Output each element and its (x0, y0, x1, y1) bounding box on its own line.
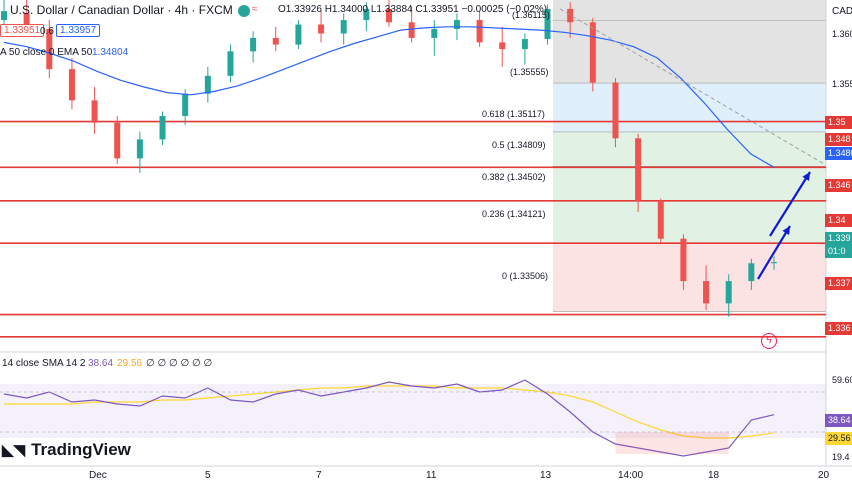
rsi-ma-value: 29.56 (117, 358, 143, 369)
rsi-band (0, 384, 826, 438)
candle-body (159, 116, 166, 140)
level-price-label: 1.35 (825, 116, 852, 129)
price-tick: 1.360 (832, 29, 852, 39)
candle-body (771, 262, 777, 264)
time-tick: 5 (205, 470, 211, 481)
candle-body (408, 22, 415, 38)
time-tick: 7 (316, 470, 322, 481)
candle-body (748, 263, 755, 282)
fib-zone (553, 243, 826, 312)
candle-body (499, 42, 506, 50)
candle-body (703, 281, 710, 304)
fib-label-0382: 0.382 (1.34502) (482, 172, 546, 182)
ema-line (3, 26, 775, 168)
fib-label-0618: 0.618 (1.35117) (482, 109, 545, 119)
candle-body (386, 8, 392, 23)
candle-body (635, 138, 642, 201)
candle-body (114, 122, 121, 159)
rsi-label[interactable]: 14 close SMA 14 2 (2, 358, 86, 369)
fib-label-top: (1.36115) (512, 10, 550, 20)
rsi-empty-values: ∅ ∅ ∅ ∅ ∅ ∅ (146, 358, 213, 369)
time-tick: 18 (708, 470, 720, 481)
candle-body (567, 8, 574, 23)
candle-body (46, 29, 53, 70)
arrow-head (782, 226, 790, 235)
fib-label-0236: 0.236 (1.34121) (482, 209, 546, 219)
level-price-label: 1.34 (825, 214, 852, 227)
level-price-label: 1.346 (825, 179, 852, 192)
candle-body (340, 20, 347, 34)
level-price-label: 1.336 (825, 322, 852, 335)
arrow-shaft (769, 171, 811, 237)
ema-price-label: 1.34804 (825, 147, 852, 160)
lightning-icon[interactable]: ϟ (761, 333, 777, 349)
rsi-current-label: 38.64 (825, 414, 852, 427)
rsi-tick: 19.4 (832, 452, 850, 462)
candle-body (295, 24, 302, 45)
arrow-shaft (757, 225, 791, 280)
candle-body (68, 69, 75, 101)
ema-indicator-label[interactable]: A 50 close 0 EMA 50 (0, 47, 93, 58)
market-open-icon (238, 5, 250, 17)
candle-body (318, 24, 325, 34)
ema-indicator-value: 1.34804 (92, 47, 129, 58)
brand-name: TradingView (31, 440, 131, 459)
candle-body (182, 93, 189, 116)
candle-body (250, 37, 257, 52)
candle-body (23, 13, 30, 29)
fib-zone (553, 131, 826, 244)
time-tick: Dec (89, 470, 107, 481)
eye-icon[interactable]: ≈ (252, 4, 258, 15)
arrow-head (802, 172, 810, 181)
candle-body (91, 100, 98, 123)
candle-body (227, 51, 234, 76)
fib-label-0: 0 (1.33506) (502, 271, 549, 281)
rsi-oversold-fill (615, 432, 729, 454)
candle-body (657, 200, 664, 239)
rsi-ma-line (4, 385, 775, 439)
ask-price[interactable]: 1.33957 (56, 24, 101, 37)
fib-zone (553, 0, 826, 84)
candle-body (521, 39, 528, 50)
price-tick: 1.355 (832, 79, 852, 89)
level-price-label: 1.348 (825, 133, 852, 146)
candle-body (204, 75, 211, 94)
candle-body (431, 29, 438, 38)
level-price-label: 1.337 (825, 277, 852, 290)
fib-label-05: 0.5 (1.34809) (492, 140, 546, 150)
rsi-tick: 59.60 (832, 375, 852, 385)
rsi-ma-current-label: 29.56 (825, 432, 852, 445)
countdown-label: 01:0 (825, 245, 852, 258)
tradingview-logo-icon: ◣◥ (2, 442, 26, 459)
current-price-label: 1.339 (825, 232, 852, 245)
candle-body (363, 8, 370, 21)
candle-body (136, 139, 143, 159)
bid-price[interactable]: 1.33951 (0, 24, 45, 37)
rsi-line (3, 379, 775, 457)
time-tick: 11 (426, 470, 437, 481)
time-tick: 13 (540, 470, 552, 481)
symbol-title[interactable]: U.S. Dollar / Canadian Dollar · 4h · FXC… (10, 3, 233, 17)
time-tick: 14:00 (618, 470, 644, 481)
ohlc-readout: O1.33926 H1.34000 L1.33884 C1.33951 −0.0… (278, 4, 548, 15)
time-tick: 20 (818, 470, 830, 481)
fib-zone (553, 83, 826, 132)
tradingview-logo[interactable]: ◣◥ TradingView (2, 440, 131, 460)
fib-label-upper: (1.35555) (510, 67, 549, 77)
candle-body (725, 281, 732, 304)
spread-value: 0.6 (40, 26, 54, 37)
candle-body (272, 37, 279, 45)
candle-body (589, 22, 596, 83)
rsi-value: 38.64 (88, 358, 114, 369)
trend-line (559, 8, 827, 166)
candle-body (453, 20, 460, 29)
candle-body (1, 11, 7, 21)
candle-body (544, 8, 551, 40)
candle-body (476, 20, 483, 43)
candle-body (680, 238, 687, 282)
candle-body (612, 82, 619, 139)
currency-label: CAD (832, 6, 852, 17)
